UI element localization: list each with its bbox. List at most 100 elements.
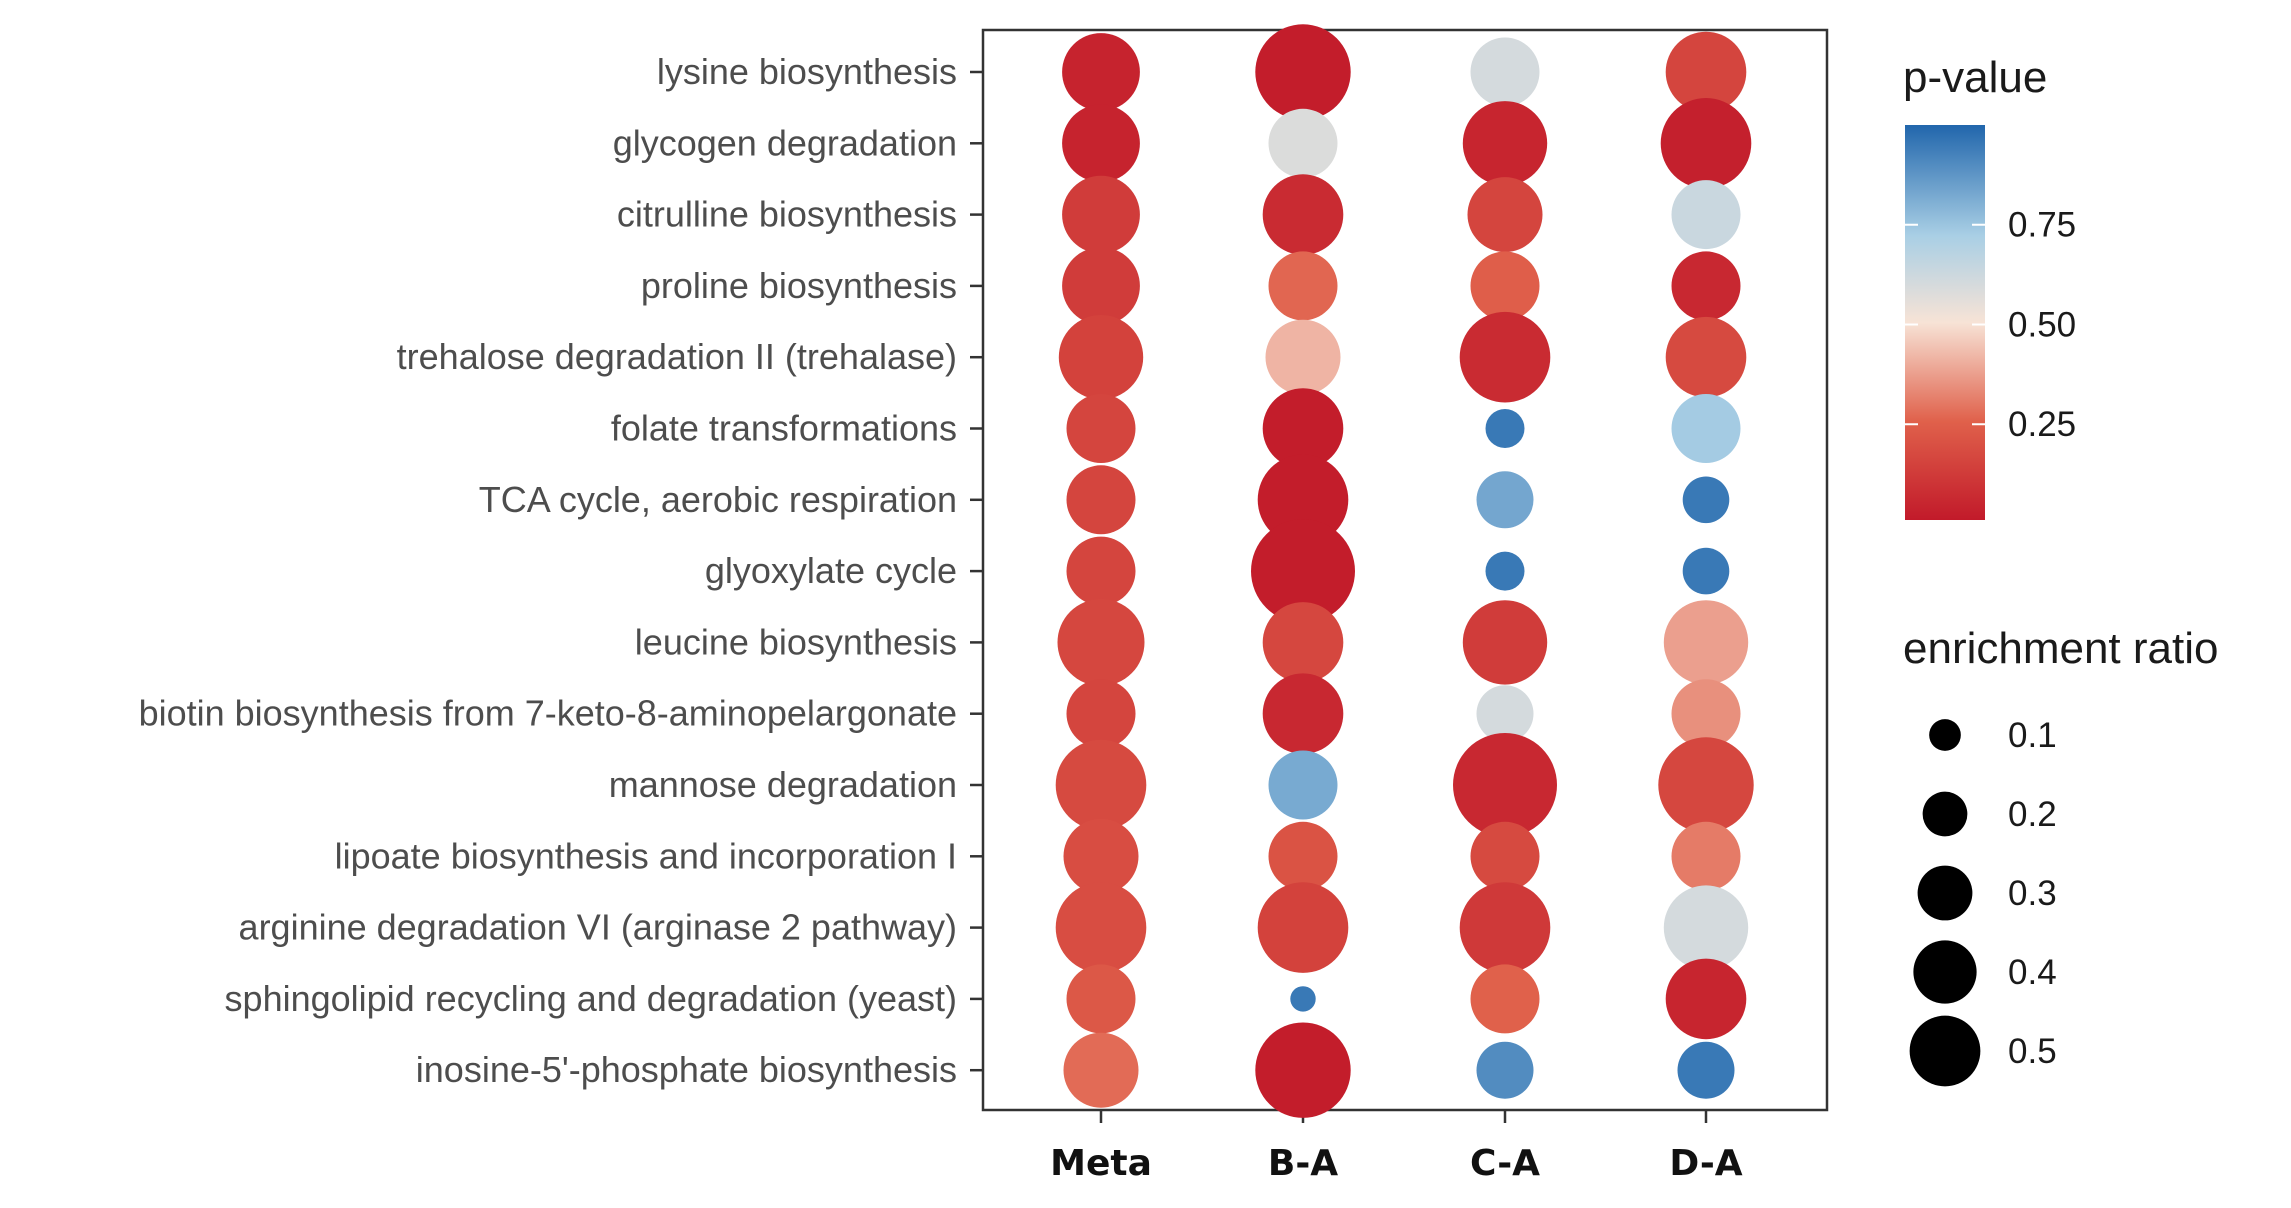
data-point bbox=[1257, 882, 1349, 973]
y-axis-label: arginine degradation VI (arginase 2 path… bbox=[239, 907, 957, 948]
x-axis-label: Meta bbox=[1050, 1143, 1152, 1184]
enrichment-ratio-label: 0.1 bbox=[2008, 716, 2057, 755]
data-point bbox=[1058, 315, 1144, 400]
data-point bbox=[1462, 101, 1548, 186]
enrichment-ratio-legend-title: enrichment ratio bbox=[1903, 624, 2218, 673]
x-axis-label: C-A bbox=[1470, 1143, 1540, 1184]
data-point bbox=[1665, 31, 1747, 113]
y-axis-label: glycogen degradation bbox=[613, 122, 957, 163]
data-point bbox=[1255, 24, 1351, 120]
p-value-tick-label: 0.50 bbox=[2008, 305, 2076, 344]
y-axis-label: folate transformations bbox=[611, 408, 957, 449]
data-point bbox=[1453, 733, 1557, 837]
data-point bbox=[1663, 885, 1749, 970]
y-axis-label: lipoate biosynthesis and incorporation I bbox=[335, 835, 957, 876]
y-axis-label: proline biosynthesis bbox=[641, 265, 957, 306]
enrichment-ratio-label: 0.3 bbox=[2008, 874, 2057, 913]
data-point bbox=[1671, 251, 1741, 321]
data-point bbox=[1262, 388, 1344, 469]
enrichment-size-key bbox=[1929, 719, 1961, 751]
x-axis-label: B-A bbox=[1268, 1143, 1338, 1184]
data-point bbox=[1057, 598, 1145, 686]
data-point bbox=[1055, 739, 1147, 831]
data-point bbox=[1066, 536, 1136, 606]
p-value-ticks: 0.75 0.50 0.25 bbox=[1905, 206, 2076, 444]
data-point bbox=[1062, 247, 1140, 325]
data-point bbox=[1485, 551, 1525, 591]
y-axis-label: sphingolipid recycling and degradation (… bbox=[225, 978, 957, 1019]
data-point bbox=[1262, 174, 1344, 255]
x-axis-labels: Meta B-A C-A D-A bbox=[1050, 1143, 1743, 1184]
data-point bbox=[1671, 394, 1741, 463]
data-point bbox=[1262, 673, 1344, 754]
enrichment-ratio-label: 0.2 bbox=[2008, 795, 2057, 834]
p-value-tick-label: 0.25 bbox=[2008, 405, 2076, 444]
y-axis-label: glyoxylate cycle bbox=[705, 550, 957, 591]
enrichment-ratio-legend: enrichment ratio 0.1 0.2 0.3 0.4 0.5 bbox=[1903, 624, 2218, 1087]
data-point bbox=[1476, 471, 1534, 529]
data-point bbox=[1665, 316, 1747, 398]
data-point bbox=[1062, 33, 1140, 111]
data-point bbox=[1462, 600, 1548, 685]
data-point bbox=[1682, 476, 1730, 524]
y-axis-label: inosine-5'-phosphate biosynthesis bbox=[416, 1049, 957, 1090]
enrichment-size-key bbox=[1909, 1015, 1981, 1087]
data-point bbox=[1671, 180, 1741, 250]
data-point bbox=[1476, 685, 1534, 743]
data-point bbox=[1665, 958, 1747, 1040]
data-point bbox=[1470, 821, 1540, 891]
data-point bbox=[1265, 319, 1341, 395]
p-value-tick-label: 0.75 bbox=[2008, 206, 2076, 245]
data-point bbox=[1677, 1041, 1735, 1099]
enrichment-size-key bbox=[1913, 940, 1977, 1004]
data-points bbox=[1055, 24, 1754, 1118]
data-point bbox=[1663, 600, 1749, 685]
data-point bbox=[1268, 251, 1338, 321]
p-value-legend-title: p-value bbox=[1903, 53, 2047, 102]
data-point bbox=[1251, 519, 1355, 624]
data-point bbox=[1255, 1022, 1351, 1118]
enrichment-size-key bbox=[1917, 865, 1973, 921]
data-point bbox=[1470, 964, 1540, 1034]
data-point bbox=[1066, 394, 1136, 463]
data-point bbox=[1476, 1041, 1534, 1099]
data-point bbox=[1470, 37, 1540, 107]
p-value-legend: p-value 0.75 0.50 0.25 bbox=[1903, 53, 2076, 520]
enrichment-ratio-label: 0.4 bbox=[2008, 953, 2057, 992]
data-point bbox=[1062, 175, 1140, 254]
data-point bbox=[1062, 104, 1140, 183]
data-point bbox=[1470, 251, 1540, 321]
y-axis-label: leucine biosynthesis bbox=[635, 621, 957, 662]
y-axis-label: TCA cycle, aerobic respiration bbox=[479, 479, 957, 520]
data-point bbox=[1459, 311, 1551, 403]
enrichment-ratio-label: 0.5 bbox=[2008, 1032, 2057, 1071]
y-axis-label: mannose degradation bbox=[609, 764, 957, 805]
data-point bbox=[1660, 98, 1752, 189]
data-point bbox=[1268, 108, 1338, 178]
y-axis-labels: lysine biosynthesis glycogen degradation c… bbox=[139, 51, 957, 1090]
data-point bbox=[1658, 737, 1754, 833]
y-axis-label: biotin biosynthesis from 7-keto-8-aminop… bbox=[139, 693, 957, 734]
data-point bbox=[1066, 964, 1136, 1034]
p-value-colorbar bbox=[1905, 125, 1985, 520]
data-point bbox=[1682, 547, 1730, 595]
y-axis-label: trehalose degradation II (trehalase) bbox=[397, 336, 957, 377]
data-point bbox=[1268, 821, 1338, 891]
grid-layer bbox=[970, 70, 1708, 1123]
x-axis-label: D-A bbox=[1669, 1143, 1742, 1184]
y-axis-label: citrulline biosynthesis bbox=[617, 194, 957, 235]
data-point bbox=[1063, 1032, 1139, 1108]
data-point bbox=[1066, 465, 1136, 535]
enrichment-ratio-items: 0.1 0.2 0.3 0.4 0.5 bbox=[1909, 716, 2057, 1087]
data-point bbox=[1459, 882, 1551, 973]
data-point bbox=[1262, 602, 1344, 683]
data-point bbox=[1055, 882, 1147, 973]
data-point bbox=[1066, 679, 1136, 749]
data-point bbox=[1257, 454, 1349, 546]
data-point bbox=[1467, 177, 1543, 253]
enrichment-size-key bbox=[1922, 791, 1968, 837]
data-point bbox=[1268, 750, 1338, 820]
data-point bbox=[1063, 818, 1139, 894]
y-axis-label: lysine biosynthesis bbox=[657, 51, 957, 92]
